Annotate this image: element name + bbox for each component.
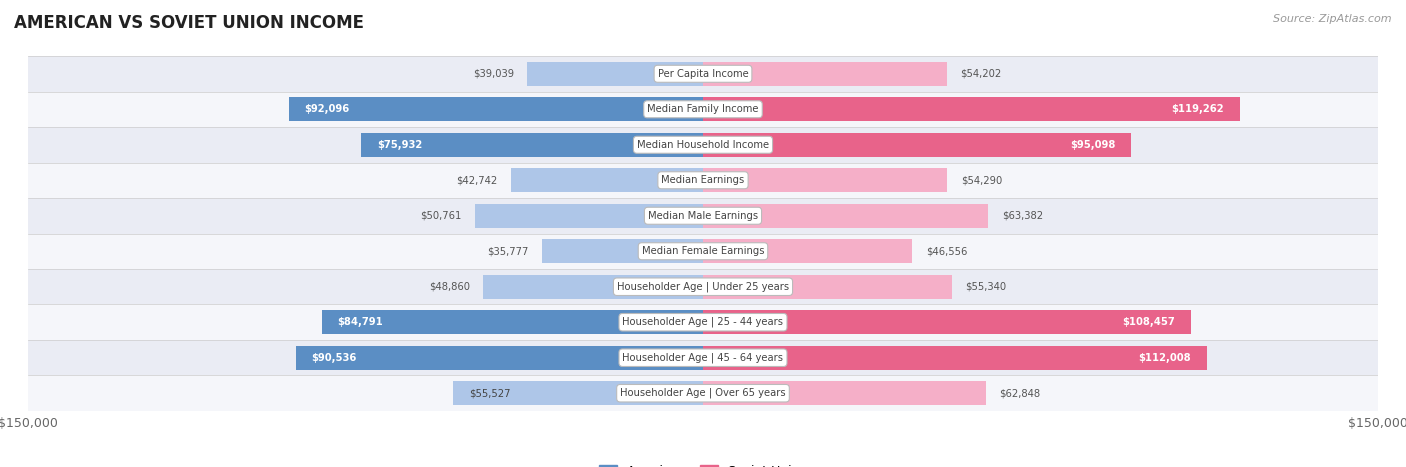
Text: Median Earnings: Median Earnings — [661, 175, 745, 185]
Bar — [703, 346, 1206, 370]
Text: $39,039: $39,039 — [472, 69, 513, 79]
Text: Householder Age | 25 - 44 years: Householder Age | 25 - 44 years — [623, 317, 783, 327]
Bar — [703, 381, 986, 405]
Text: $48,860: $48,860 — [429, 282, 470, 292]
Text: $42,742: $42,742 — [456, 175, 498, 185]
Bar — [703, 97, 1240, 121]
Bar — [453, 381, 703, 405]
Text: Median Female Earnings: Median Female Earnings — [641, 246, 765, 256]
Bar — [28, 375, 1378, 411]
Text: $75,932: $75,932 — [377, 140, 422, 150]
Text: Median Male Earnings: Median Male Earnings — [648, 211, 758, 221]
Text: $63,382: $63,382 — [1001, 211, 1043, 221]
Bar — [543, 239, 703, 263]
Bar — [703, 204, 988, 228]
Bar — [288, 97, 703, 121]
Text: $54,202: $54,202 — [960, 69, 1001, 79]
Text: $54,290: $54,290 — [960, 175, 1002, 185]
Text: $90,536: $90,536 — [311, 353, 357, 363]
Text: $108,457: $108,457 — [1122, 317, 1175, 327]
Bar — [703, 275, 952, 299]
Text: Median Household Income: Median Household Income — [637, 140, 769, 150]
Text: $112,008: $112,008 — [1139, 353, 1191, 363]
Text: Median Family Income: Median Family Income — [647, 104, 759, 114]
Text: $62,848: $62,848 — [1000, 388, 1040, 398]
Bar — [703, 239, 912, 263]
Bar — [510, 168, 703, 192]
Bar — [28, 163, 1378, 198]
Text: Householder Age | Over 65 years: Householder Age | Over 65 years — [620, 388, 786, 398]
Bar — [28, 198, 1378, 234]
Bar — [28, 56, 1378, 92]
Text: Per Capita Income: Per Capita Income — [658, 69, 748, 79]
Bar — [361, 133, 703, 157]
Bar — [703, 133, 1130, 157]
Bar — [527, 62, 703, 86]
Text: Householder Age | 45 - 64 years: Householder Age | 45 - 64 years — [623, 353, 783, 363]
Text: Source: ZipAtlas.com: Source: ZipAtlas.com — [1274, 14, 1392, 24]
Text: $55,340: $55,340 — [966, 282, 1007, 292]
Bar — [703, 62, 946, 86]
Text: $92,096: $92,096 — [304, 104, 350, 114]
Text: $46,556: $46,556 — [927, 246, 967, 256]
Bar — [28, 92, 1378, 127]
Bar — [28, 304, 1378, 340]
Bar — [703, 168, 948, 192]
Text: $50,761: $50,761 — [420, 211, 461, 221]
Bar — [28, 127, 1378, 163]
Bar — [322, 310, 703, 334]
Text: $55,527: $55,527 — [470, 388, 510, 398]
Text: $119,262: $119,262 — [1171, 104, 1223, 114]
Text: $95,098: $95,098 — [1070, 140, 1115, 150]
Bar — [28, 234, 1378, 269]
Bar — [28, 340, 1378, 375]
Bar — [703, 310, 1191, 334]
Bar — [295, 346, 703, 370]
Text: AMERICAN VS SOVIET UNION INCOME: AMERICAN VS SOVIET UNION INCOME — [14, 14, 364, 32]
Legend: American, Soviet Union: American, Soviet Union — [593, 460, 813, 467]
Bar — [475, 204, 703, 228]
Bar — [28, 269, 1378, 304]
Text: $84,791: $84,791 — [337, 317, 382, 327]
Bar — [484, 275, 703, 299]
Text: Householder Age | Under 25 years: Householder Age | Under 25 years — [617, 282, 789, 292]
Text: $35,777: $35,777 — [486, 246, 529, 256]
